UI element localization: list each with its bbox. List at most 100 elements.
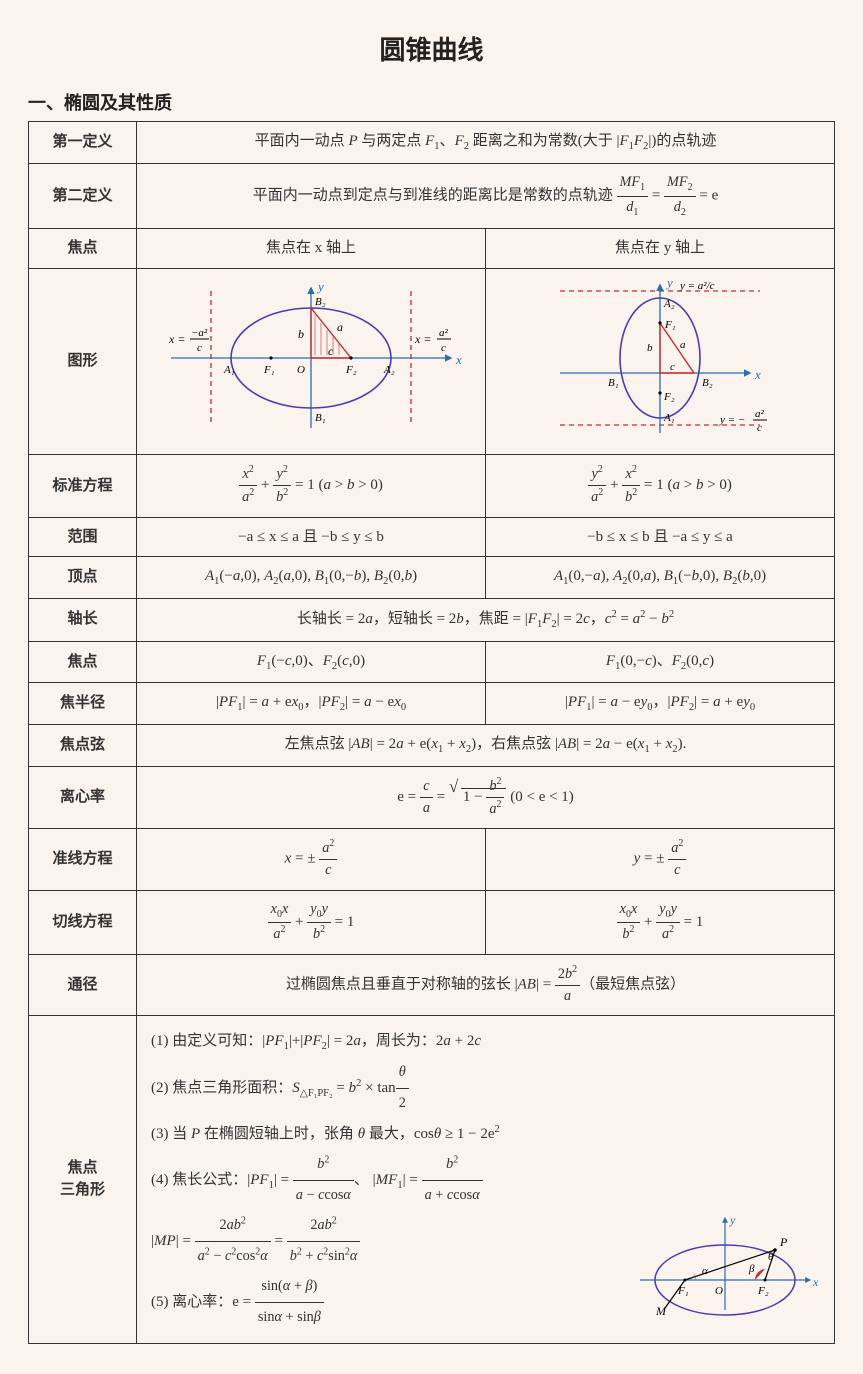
focal-triangle-cell: (1) 由定义可知：|PF1|+|PF2| = 2a，周长为：2a + 2c (… <box>137 1016 835 1344</box>
row-label: 焦点 <box>29 641 137 683</box>
table-row: 通径 过椭圆焦点且垂直于对称轴的弦长 |AB| = 2b2a（最短焦点弦） <box>29 954 835 1016</box>
cell: F1(−c,0)、F2(c,0) <box>137 641 486 683</box>
table-row: 轴长 长轴长 = 2a，短轴长 = 2b，焦距 = |F1F2| = 2c，c2… <box>29 598 835 641</box>
row-label: 范围 <box>29 517 137 557</box>
svg-text:a: a <box>680 339 686 351</box>
svg-text:F₂: F₂ <box>757 1285 769 1297</box>
row-label: 轴长 <box>29 598 137 641</box>
svg-text:c: c <box>197 342 202 354</box>
svg-text:y: y <box>665 275 673 290</box>
cell: y2a2 + x2b2 = 1 (a > b > 0) <box>486 455 835 517</box>
table-row: 第二定义 平面内一动点到定点与到准线的距离比是常数的点轨迹 MF1d1 = MF… <box>29 163 835 229</box>
cell: 平面内一动点 P 与两定点 F1、F2 距离之和为常数(大于 |F1F2|)的点… <box>137 122 835 164</box>
svg-text:y: y <box>316 279 324 294</box>
svg-text:F₂: F₂ <box>663 391 675 403</box>
row-label: 第二定义 <box>29 163 137 229</box>
svg-text:c: c <box>328 344 334 358</box>
table-row: 图形 x y B₂ B₁ A₁ A₂ <box>29 268 835 455</box>
table-row: 焦半径 |PF1| = a + ex0，|PF2| = a − ex0 |PF1… <box>29 683 835 725</box>
row-label: 第一定义 <box>29 122 137 164</box>
svg-text:−a²: −a² <box>191 327 208 339</box>
svg-text:b: b <box>298 327 304 341</box>
cell: y = ± a2c <box>486 829 835 891</box>
table-row: 准线方程 x = ± a2c y = ± a2c <box>29 829 835 891</box>
svg-text:α: α <box>702 1265 708 1277</box>
svg-text:B₁: B₁ <box>315 412 326 424</box>
cell: A1(−a,0), A2(a,0), B1(0,−b), B2(0,b) <box>137 557 486 599</box>
svg-text:c: c <box>441 342 446 354</box>
svg-text:M: M <box>655 1304 667 1318</box>
table-row: 焦点 焦点在 x 轴上 焦点在 y 轴上 <box>29 229 835 269</box>
svg-text:x =: x = <box>168 332 185 346</box>
cell: x = ± a2c <box>137 829 486 891</box>
table-row: 焦点 F1(−c,0)、F2(c,0) F1(0,−c)、F2(0,c) <box>29 641 835 683</box>
table-row: 范围 −a ≤ x ≤ a 且 −b ≤ y ≤ b −b ≤ x ≤ b 且 … <box>29 517 835 557</box>
cell: e = ca = 1 − b2a2 (0 < e < 1) <box>137 766 835 828</box>
cell: −a ≤ x ≤ a 且 −b ≤ y ≤ b <box>137 517 486 557</box>
page-title: 圆锥曲线 <box>28 30 835 67</box>
row-label: 图形 <box>29 268 137 455</box>
row-label: 顶点 <box>29 557 137 599</box>
table-row: 焦点弦 左焦点弦 |AB| = 2a + e(x1 + x2)，右焦点弦 |AB… <box>29 725 835 767</box>
svg-text:c: c <box>670 361 675 373</box>
row-label: 离心率 <box>29 766 137 828</box>
svg-text:B₂: B₂ <box>315 296 326 308</box>
svg-text:x: x <box>455 352 462 367</box>
row-label: 焦半径 <box>29 683 137 725</box>
svg-text:β: β <box>748 1263 755 1275</box>
svg-text:x =: x = <box>414 332 431 346</box>
table-row: 第一定义 平面内一动点 P 与两定点 F1、F2 距离之和为常数(大于 |F1F… <box>29 122 835 164</box>
focal-triangle-diagram: P M F₁ F₂ O α β θ y x <box>630 1210 820 1333</box>
row-label: 焦点 <box>29 229 137 269</box>
svg-text:F₁: F₁ <box>677 1285 689 1297</box>
diagram-x-axis: x y B₂ B₁ A₁ A₂ F₁ F₂ O b a c x = −a² c … <box>137 268 486 455</box>
svg-text:P: P <box>779 1235 788 1249</box>
cell: 平面内一动点到定点与到准线的距离比是常数的点轨迹 MF1d1 = MF2d2 =… <box>137 163 835 229</box>
table-row: 标准方程 x2a2 + y2b2 = 1 (a > b > 0) y2a2 + … <box>29 455 835 517</box>
svg-text:a²: a² <box>755 408 765 420</box>
cell: |PF1| = a − ey0，|PF2| = a + ey0 <box>486 683 835 725</box>
ellipse-table: 第一定义 平面内一动点 P 与两定点 F1、F2 距离之和为常数(大于 |F1F… <box>28 121 835 1344</box>
svg-text:a: a <box>337 320 343 334</box>
svg-text:c: c <box>757 422 762 434</box>
svg-text:y: y <box>729 1213 736 1227</box>
row-label: 切线方程 <box>29 890 137 954</box>
svg-text:F₁: F₁ <box>664 319 676 331</box>
cell: 焦点在 x 轴上 <box>137 229 486 269</box>
table-row: 切线方程 x0xa2 + y0yb2 = 1 x0xb2 + y0ya2 = 1 <box>29 890 835 954</box>
svg-text:A₂: A₂ <box>383 364 395 376</box>
diagram-y-axis: x y A₂ A₁ B₁ B₂ F₁ F₂ b a c y = a²/c y =… <box>486 268 835 455</box>
svg-text:A₁: A₁ <box>663 412 675 424</box>
cell: x0xb2 + y0ya2 = 1 <box>486 890 835 954</box>
svg-text:O: O <box>297 364 305 376</box>
svg-text:x: x <box>812 1275 819 1289</box>
table-row: 焦点 三角形 (1) 由定义可知：|PF1|+|PF2| = 2a，周长为：2a… <box>29 1016 835 1344</box>
row-label: 标准方程 <box>29 455 137 517</box>
cell: x0xa2 + y0yb2 = 1 <box>137 890 486 954</box>
cell: 左焦点弦 |AB| = 2a + e(x1 + x2)，右焦点弦 |AB| = … <box>137 725 835 767</box>
svg-text:A₁: A₁ <box>223 364 235 376</box>
row-label: 焦点弦 <box>29 725 137 767</box>
row-label: 通径 <box>29 954 137 1016</box>
row-label: 焦点 三角形 <box>29 1016 137 1344</box>
focal-triangle-text: (1) 由定义可知：|PF1|+|PF2| = 2a，周长为：2a + 2c (… <box>151 1026 622 1333</box>
svg-text:B₂: B₂ <box>702 377 713 389</box>
cell: 焦点在 y 轴上 <box>486 229 835 269</box>
svg-text:B₁: B₁ <box>608 377 619 389</box>
table-row: 顶点 A1(−a,0), A2(a,0), B1(0,−b), B2(0,b) … <box>29 557 835 599</box>
svg-text:y = −: y = − <box>719 414 745 426</box>
svg-text:x: x <box>754 367 761 382</box>
row-label: 准线方程 <box>29 829 137 891</box>
svg-text:b: b <box>647 342 653 354</box>
cell: |PF1| = a + ex0，|PF2| = a − ex0 <box>137 683 486 725</box>
svg-text:y = a²/c: y = a²/c <box>679 280 715 292</box>
svg-text:A₂: A₂ <box>663 298 675 310</box>
cell: A1(0,−a), A2(0,a), B1(−b,0), B2(b,0) <box>486 557 835 599</box>
cell: 长轴长 = 2a，短轴长 = 2b，焦距 = |F1F2| = 2c，c2 = … <box>137 598 835 641</box>
cell: F1(0,−c)、F2(0,c) <box>486 641 835 683</box>
svg-text:O: O <box>715 1285 723 1297</box>
cell: x2a2 + y2b2 = 1 (a > b > 0) <box>137 455 486 517</box>
table-row: 离心率 e = ca = 1 − b2a2 (0 < e < 1) <box>29 766 835 828</box>
svg-text:θ: θ <box>768 1251 774 1263</box>
section-heading: 一、椭圆及其性质 <box>28 89 835 115</box>
